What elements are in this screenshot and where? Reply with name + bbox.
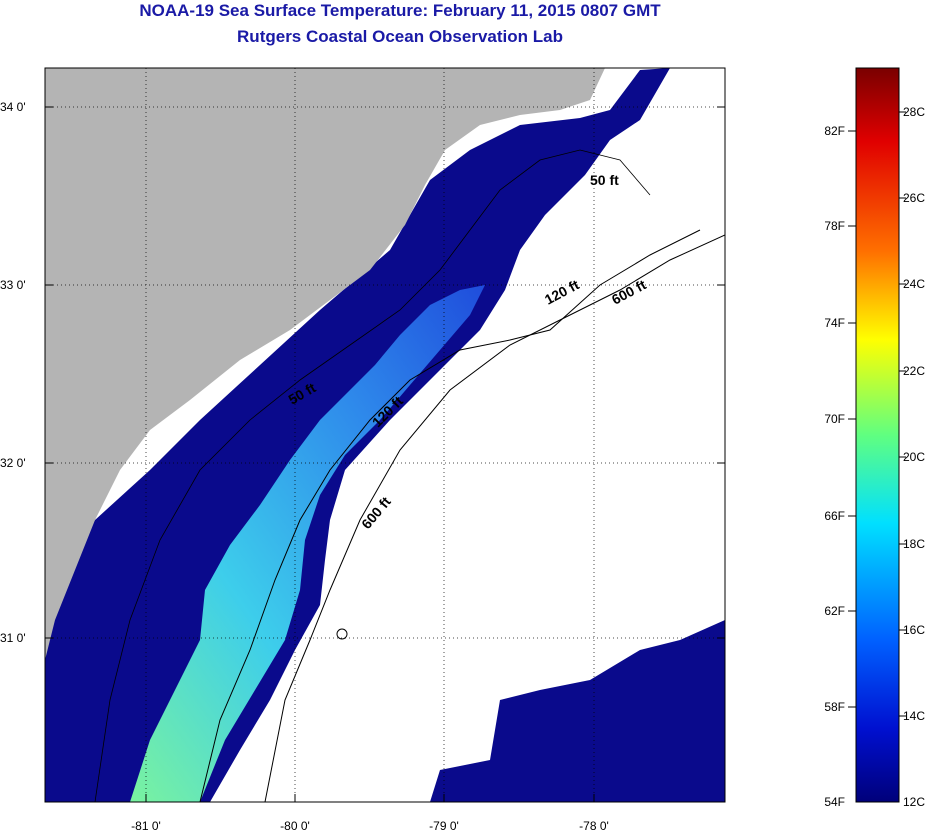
lon-label-79: -79 0' bbox=[429, 819, 459, 832]
cb-f-74: 74F bbox=[824, 316, 845, 330]
cb-f-78: 78F bbox=[824, 219, 845, 233]
lon-label-81: -81 0' bbox=[131, 819, 161, 832]
map-frame bbox=[44, 67, 726, 803]
sst-warm-plume bbox=[130, 285, 485, 802]
isobath-50ft bbox=[94, 149, 651, 802]
isobath-120ft bbox=[199, 229, 701, 802]
cb-f-66: 66F bbox=[824, 509, 845, 523]
lat-label-31: 31 0' bbox=[0, 631, 26, 645]
land-mass bbox=[45, 68, 605, 660]
cb-f-82: 82F bbox=[824, 124, 845, 138]
sst-southeast-patch bbox=[430, 620, 725, 802]
cb-c-28: 28C bbox=[903, 105, 925, 119]
cb-c-14: 14C bbox=[903, 709, 925, 723]
cb-f-58: 58F bbox=[824, 700, 845, 714]
cb-c-24: 24C bbox=[903, 277, 925, 291]
map-ticks bbox=[45, 106, 725, 802]
map-subtitle: Rutgers Coastal Ocean Observation Lab bbox=[237, 27, 563, 46]
cb-c-16: 16C bbox=[903, 623, 925, 637]
graticule bbox=[45, 68, 725, 802]
map-area: 50 ft 120 ft 600 ft 50 ft 600 ft 120 ft bbox=[45, 68, 725, 802]
cb-f-70: 70F bbox=[824, 412, 845, 426]
cb-c-20: 20C bbox=[903, 450, 925, 464]
lon-label-78: -78 0' bbox=[579, 819, 609, 832]
lat-label-33: 33 0' bbox=[0, 278, 26, 292]
cb-f-62: 62F bbox=[824, 604, 845, 618]
lat-label-32: 32 0' bbox=[0, 456, 26, 470]
cb-c-26: 26C bbox=[903, 191, 925, 205]
contour-label-50ft-north: 50 ft bbox=[590, 172, 619, 188]
isobath-600ft bbox=[264, 234, 725, 802]
colorbar-ticks bbox=[848, 111, 906, 717]
map-title: NOAA-19 Sea Surface Temperature: Februar… bbox=[139, 1, 661, 20]
colorbar-fahrenheit-labels: 82F 78F 74F 70F 66F 62F 58F 54F bbox=[824, 124, 845, 809]
cb-f-54: 54F bbox=[824, 795, 845, 809]
seamount-contour bbox=[336, 628, 348, 640]
cb-c-18: 18C bbox=[903, 537, 925, 551]
cb-c-12: 12C bbox=[903, 795, 925, 809]
colorbar-celsius-labels: 28C 26C 24C 22C 20C 18C 16C 14C 12C bbox=[903, 105, 925, 809]
lon-label-80: -80 0' bbox=[280, 819, 310, 832]
cb-c-22: 22C bbox=[903, 364, 925, 378]
colorbar bbox=[855, 67, 900, 803]
lat-label-34: 34 0' bbox=[0, 100, 26, 114]
